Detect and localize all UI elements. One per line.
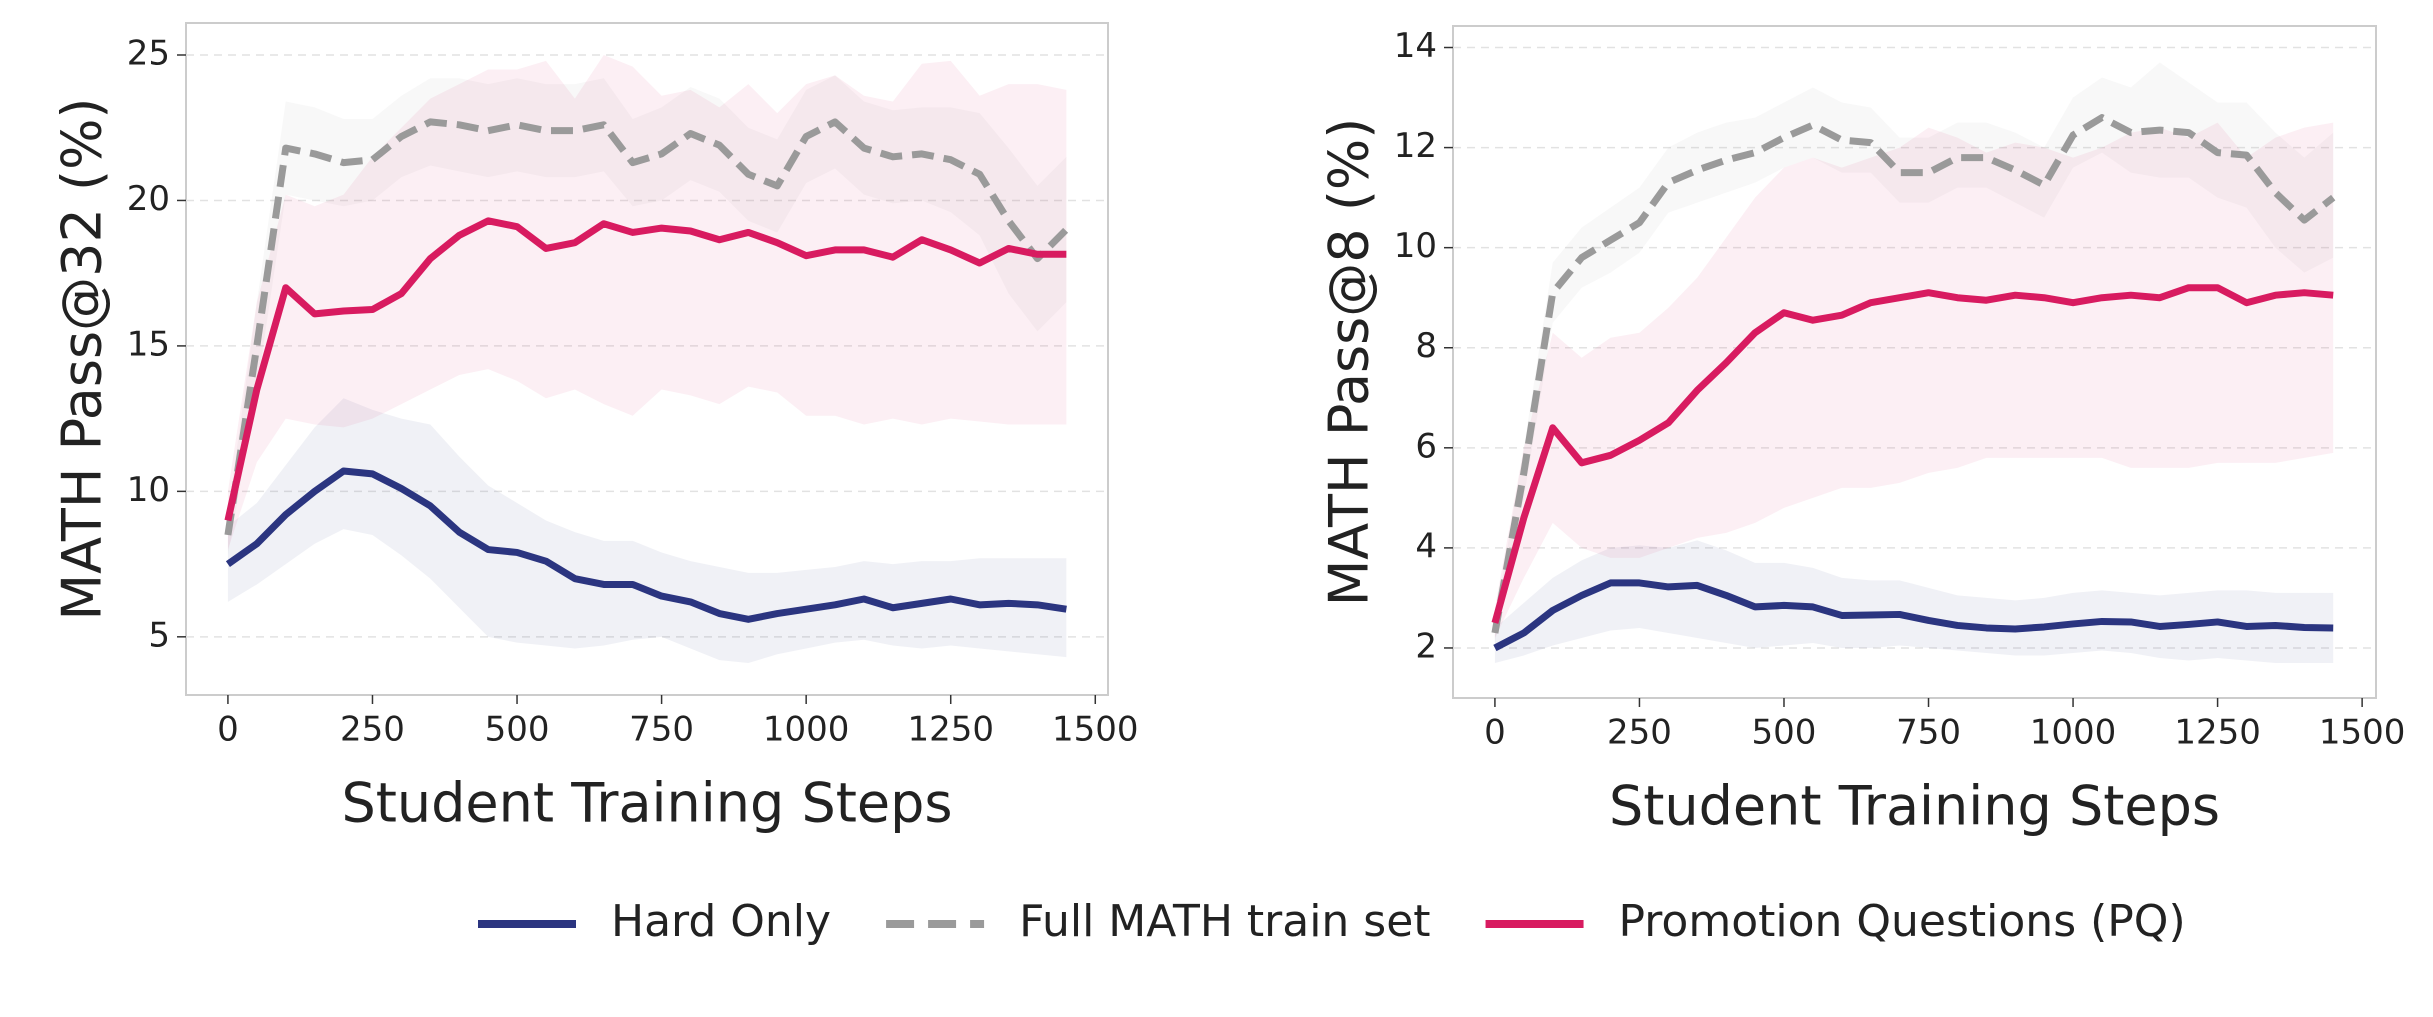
y-axis-label: MATH Pass@32 (%) [51,98,114,621]
legend-label: Hard Only [611,896,831,947]
series-line [1491,284,2334,624]
x-tick-label: 1000 [2030,713,2117,753]
plot-frame [1452,25,2377,699]
y-tick-label: 6 [1415,426,1437,466]
y-tick-label: 12 [1394,126,1437,166]
x-tick-label: 750 [1896,713,1961,753]
x-axis-label: Student Training Steps [341,772,952,835]
legend-label: Full MATH train set [1019,896,1430,947]
x-tick-label: 750 [629,710,694,750]
error-band [1494,122,2334,638]
x-tick-label: 0 [217,710,239,750]
error-band [1494,540,2334,663]
y-tick-label: 5 [148,615,170,655]
x-tick-label: 1250 [907,710,994,750]
error-band [1494,62,2334,643]
legend-label: Promotion Questions (PQ) [1619,896,2186,947]
series-line [1493,579,2334,652]
x-tick-label: 1000 [763,710,850,750]
x-tick-label: 500 [1752,713,1817,753]
x-tick-label: 1500 [2319,713,2406,753]
error-band [227,55,1067,550]
y-axis-label: MATH Pass@8 (%) [1318,118,1381,607]
y-tick-label: 15 [127,324,170,364]
series-line [1491,114,2336,634]
error-band [227,75,1067,556]
plot-frame [185,22,1109,696]
y-tick-label: 2 [1415,626,1437,666]
y-tick-label: 10 [127,470,170,510]
x-tick-label: 250 [340,710,405,750]
series-line [225,467,1067,623]
series-line [224,118,1069,536]
x-tick-label: 1250 [2174,713,2261,753]
error-band [227,398,1067,663]
x-tick-label: 1500 [1052,710,1139,750]
series-line [224,217,1067,522]
y-tick-label: 4 [1415,526,1437,566]
y-tick-label: 10 [1394,226,1437,266]
x-tick-label: 0 [1484,713,1506,753]
x-tick-label: 500 [485,710,550,750]
y-tick-label: 25 [127,34,170,74]
x-axis-label: Student Training Steps [1609,775,2220,838]
y-tick-label: 20 [127,179,170,219]
y-tick-label: 8 [1415,326,1437,366]
x-tick-label: 250 [1607,713,1672,753]
y-tick-label: 14 [1394,26,1437,66]
